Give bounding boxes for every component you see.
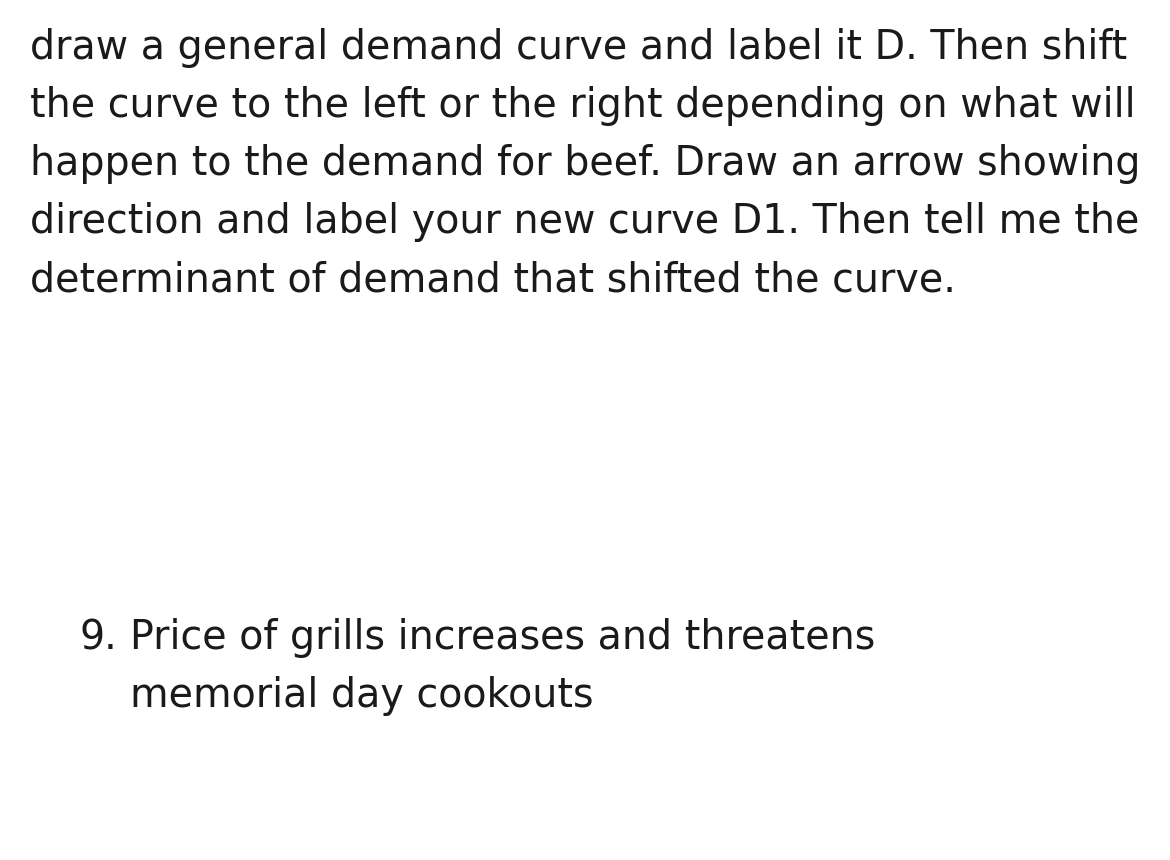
Text: happen to the demand for beef. Draw an arrow showing: happen to the demand for beef. Draw an a… bbox=[30, 144, 1141, 184]
Text: memorial day cookouts: memorial day cookouts bbox=[130, 676, 593, 716]
Text: direction and label your new curve D1. Then tell me the: direction and label your new curve D1. T… bbox=[30, 202, 1140, 242]
Text: Price of grills increases and threatens: Price of grills increases and threatens bbox=[130, 618, 875, 658]
Text: 9.: 9. bbox=[80, 618, 118, 658]
Text: determinant of demand that shifted the curve.: determinant of demand that shifted the c… bbox=[30, 260, 956, 300]
Text: the curve to the left or the right depending on what will: the curve to the left or the right depen… bbox=[30, 86, 1136, 126]
Text: draw a general demand curve and label it D. Then shift: draw a general demand curve and label it… bbox=[30, 28, 1127, 68]
